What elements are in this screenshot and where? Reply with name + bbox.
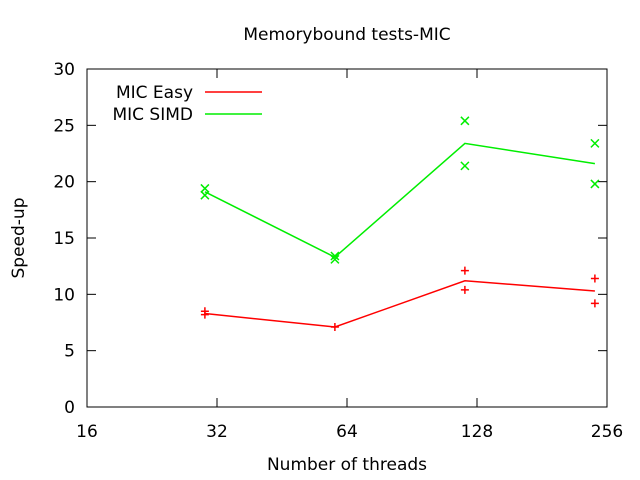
legend-label-mic-simd: MIC SIMD	[112, 105, 193, 125]
x-tick-label: 64	[336, 422, 358, 442]
x-tick-label: 128	[461, 422, 493, 442]
y-axis-label: Speed-up	[9, 198, 29, 279]
data-point-mic-easy	[460, 285, 469, 294]
y-tick-label: 10	[53, 285, 75, 305]
data-point-mic-easy	[590, 274, 599, 283]
x-tick-label: 32	[206, 422, 228, 442]
y-tick-label: 0	[64, 398, 75, 418]
series-layer	[200, 116, 600, 332]
x-tick-label: 16	[76, 422, 98, 442]
data-point-mic-simd	[460, 116, 470, 126]
x-axis-label: Number of threads	[267, 455, 427, 475]
data-point-mic-easy	[590, 299, 599, 308]
data-point-mic-easy	[200, 310, 209, 319]
y-tick-label: 20	[53, 173, 75, 193]
series-line-mic-easy	[204, 280, 595, 328]
series-line-mic-simd	[204, 142, 596, 259]
y-tick-label: 15	[53, 229, 75, 249]
chart-title: Memorybound tests-MIC	[243, 25, 450, 45]
data-point-mic-simd	[590, 138, 600, 148]
data-point-mic-easy	[460, 266, 469, 275]
data-point-mic-easy	[330, 323, 339, 332]
y-tick-label: 25	[53, 116, 75, 136]
data-point-mic-simd	[460, 161, 470, 171]
data-point-mic-simd	[200, 183, 210, 193]
legend-label-mic-easy: MIC Easy	[116, 83, 193, 103]
y-tick-label: 30	[53, 60, 75, 80]
data-point-mic-simd	[330, 251, 340, 261]
data-point-mic-simd	[590, 179, 600, 189]
data-point-mic-simd	[330, 254, 340, 264]
data-point-mic-simd	[200, 190, 210, 200]
y-tick-label: 5	[64, 342, 75, 362]
x-tick-label: 256	[591, 422, 623, 442]
axis-ticks: 0 5 10 15 20 25 30 16 32 64 128 256	[53, 60, 623, 442]
